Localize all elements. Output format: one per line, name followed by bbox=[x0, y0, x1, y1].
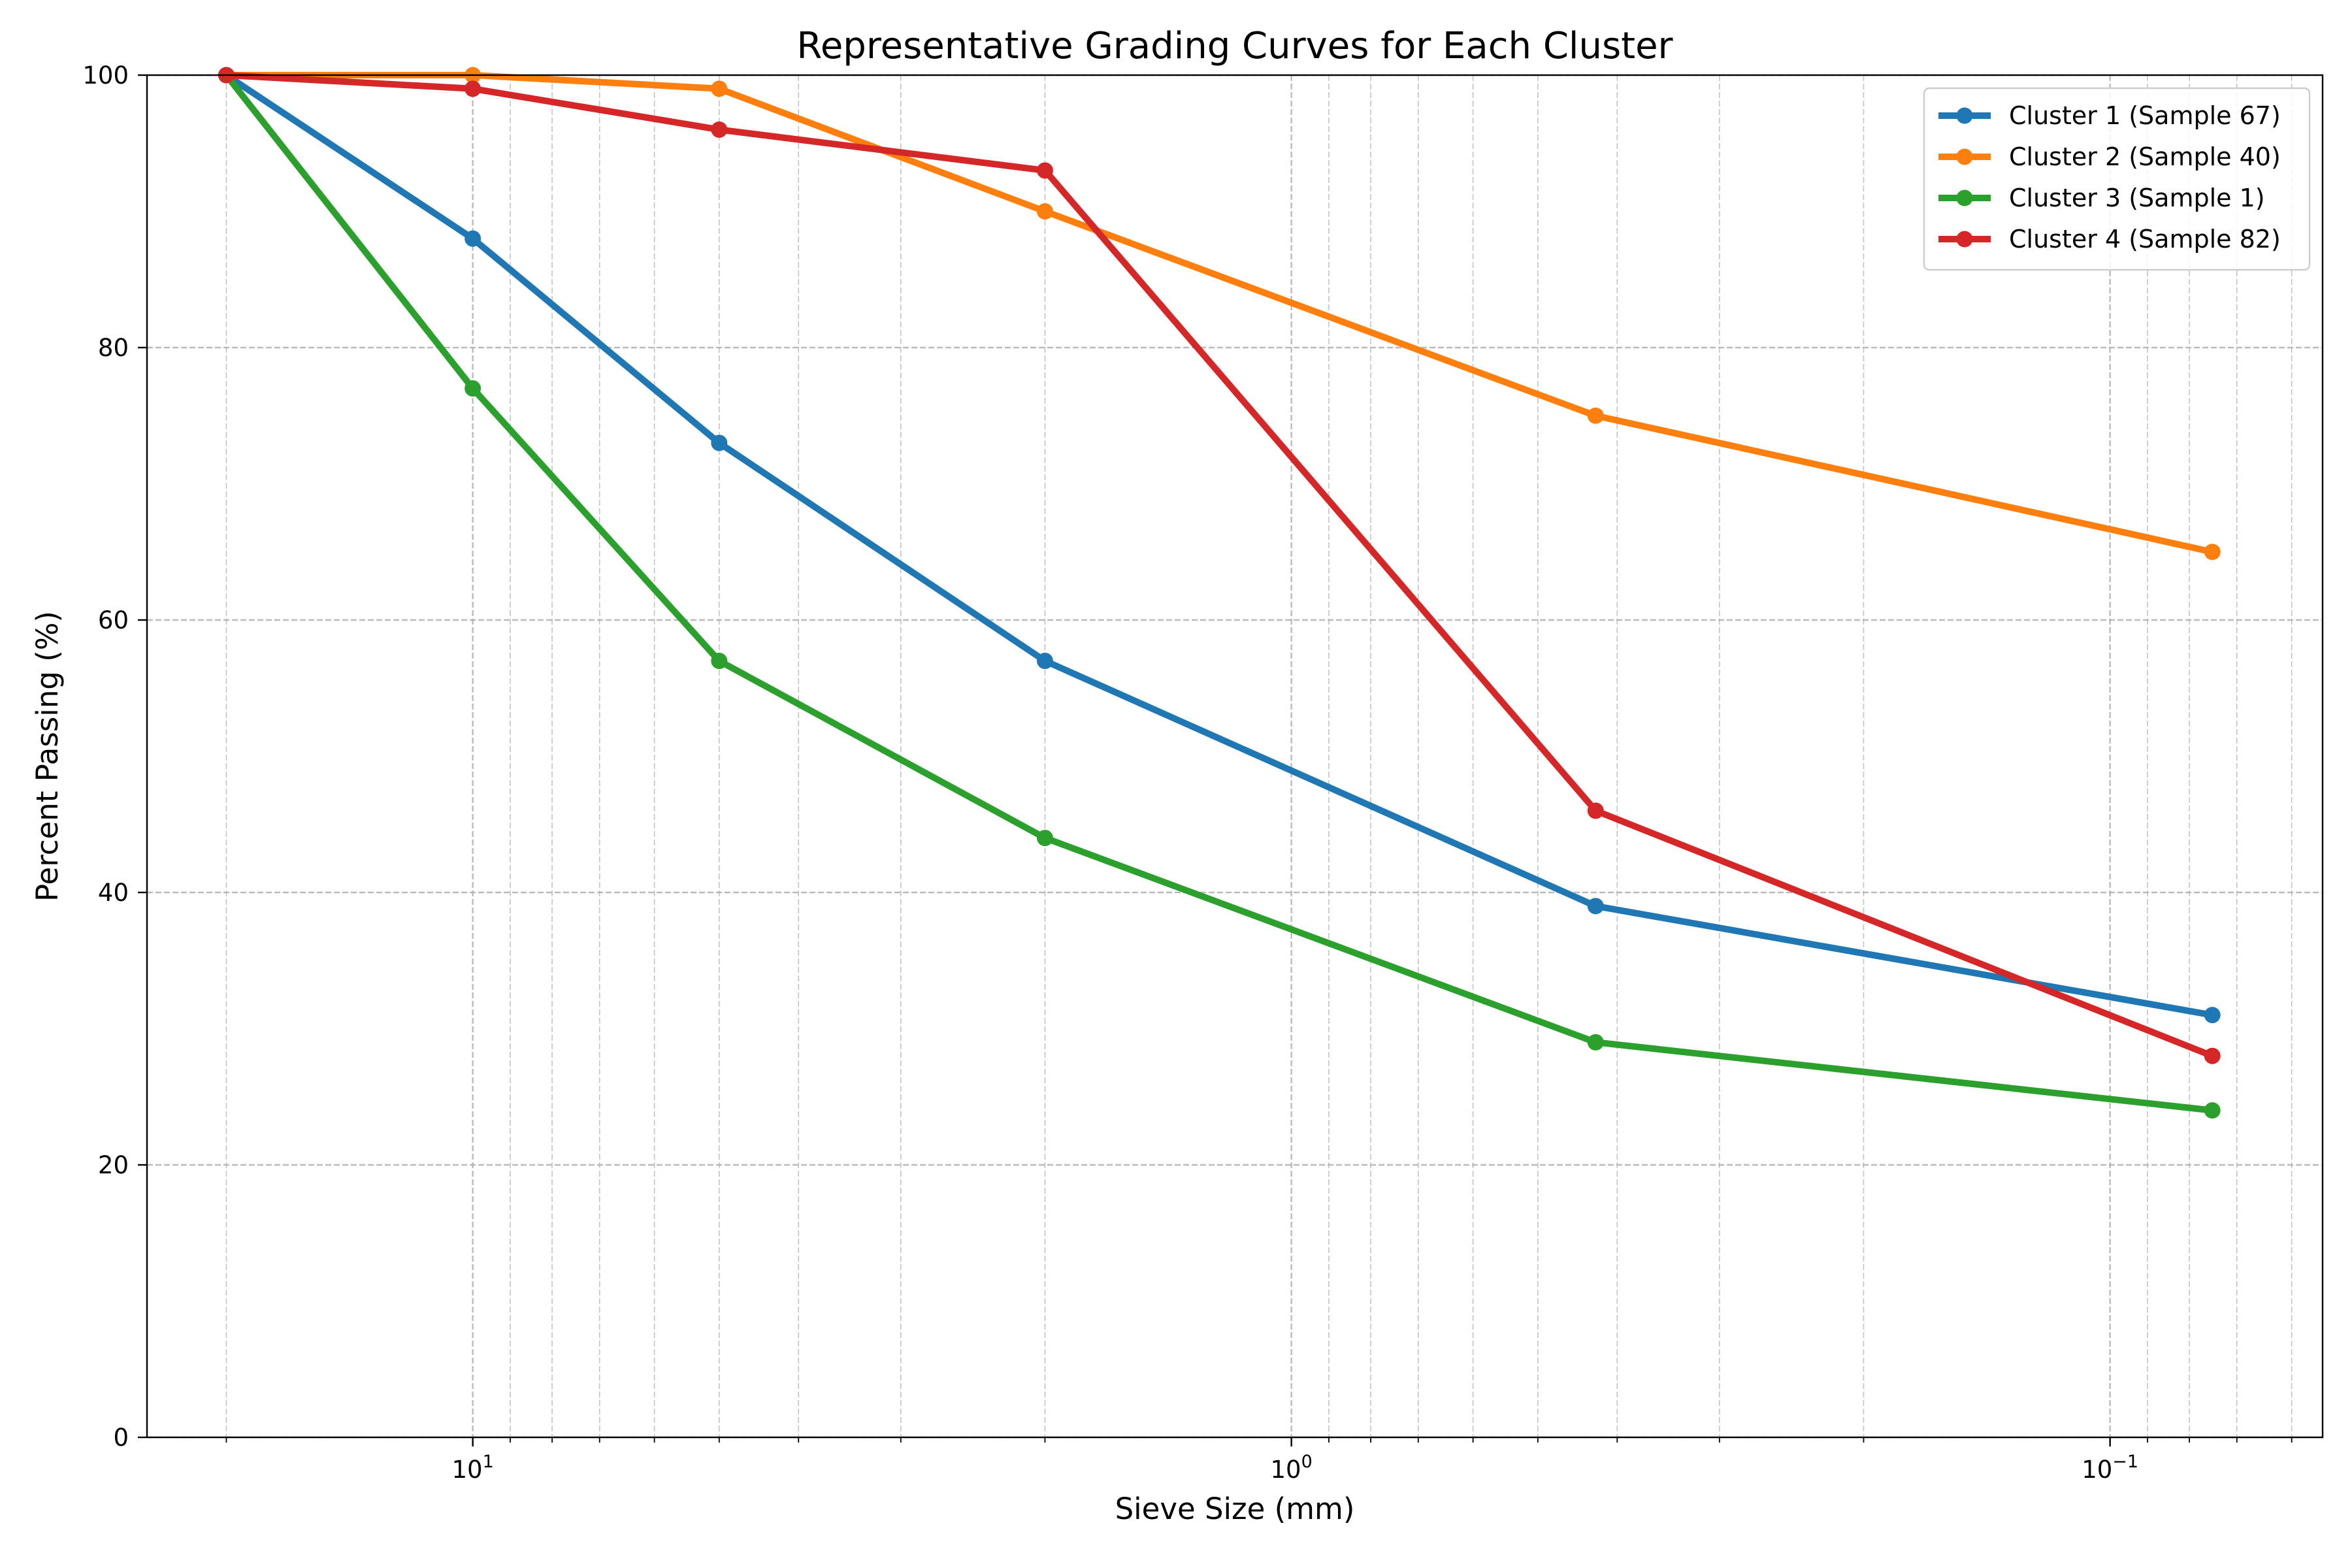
x-tick-label: 101 bbox=[451, 1452, 493, 1484]
data-point bbox=[711, 653, 728, 670]
legend-label: Cluster 1 (Sample 67) bbox=[2009, 101, 2281, 130]
legend-item: Cluster 4 (Sample 82) bbox=[1938, 225, 2281, 253]
legend-label: Cluster 2 (Sample 40) bbox=[2009, 142, 2281, 171]
y-tick-label: 40 bbox=[98, 879, 129, 907]
data-point bbox=[2204, 1007, 2221, 1024]
plot-series bbox=[218, 67, 2221, 1119]
legend-item: Cluster 3 (Sample 1) bbox=[1938, 184, 2265, 212]
data-point bbox=[2204, 544, 2221, 561]
data-point bbox=[711, 434, 728, 451]
x-tick-label: 10−1 bbox=[2082, 1452, 2138, 1484]
data-point bbox=[465, 230, 482, 247]
data-point bbox=[1587, 802, 1604, 819]
legend-label: Cluster 4 (Sample 82) bbox=[2009, 225, 2281, 253]
data-point bbox=[465, 380, 482, 397]
legend-swatch-marker bbox=[1956, 148, 1973, 165]
legend-box bbox=[1923, 87, 2311, 271]
legend-label: Cluster 3 (Sample 1) bbox=[2009, 184, 2265, 212]
data-point bbox=[1036, 162, 1053, 179]
y-axis-label: Percent Passing (%) bbox=[30, 611, 65, 902]
data-point bbox=[1036, 203, 1053, 220]
legend-swatch-marker bbox=[1956, 231, 1973, 248]
y-tick-label: 80 bbox=[98, 334, 129, 362]
legend-item: Cluster 2 (Sample 40) bbox=[1938, 142, 2281, 171]
data-point bbox=[2204, 1102, 2221, 1119]
y-tick-label: 20 bbox=[98, 1151, 129, 1179]
data-point bbox=[1587, 407, 1604, 424]
y-tick-label: 60 bbox=[98, 606, 129, 634]
data-point bbox=[465, 80, 482, 97]
chart-title: Representative Grading Curves for Each C… bbox=[796, 25, 1673, 67]
data-point bbox=[1036, 830, 1053, 847]
series-line bbox=[221, 71, 2216, 1019]
series-4 bbox=[218, 67, 2221, 1064]
series-line bbox=[221, 70, 2216, 1115]
data-point bbox=[1587, 1034, 1604, 1051]
data-point bbox=[1036, 653, 1053, 670]
data-point bbox=[2204, 1047, 2221, 1064]
y-tick-label: 100 bbox=[82, 61, 129, 90]
x-tick-label: 100 bbox=[1271, 1452, 1313, 1484]
series-line bbox=[223, 71, 2217, 1060]
axis-ticks: 101 100 10−1 0 20 40 60 80 100 bbox=[82, 61, 2293, 1484]
plot-frame bbox=[146, 74, 2324, 1439]
y-tick-label: 0 bbox=[113, 1424, 129, 1452]
data-point bbox=[1587, 898, 1604, 915]
legend-item: Cluster 1 (Sample 67) bbox=[1938, 101, 2281, 130]
data-point bbox=[711, 121, 728, 138]
data-point bbox=[711, 80, 728, 97]
legend-swatch-marker bbox=[1956, 189, 1973, 206]
x-axis-label: Sieve Size (mm) bbox=[1115, 1492, 1355, 1526]
legend: Cluster 1 (Sample 67) Cluster 2 (Sample 4… bbox=[1923, 87, 2311, 271]
legend-swatch-marker bbox=[1956, 107, 1973, 124]
